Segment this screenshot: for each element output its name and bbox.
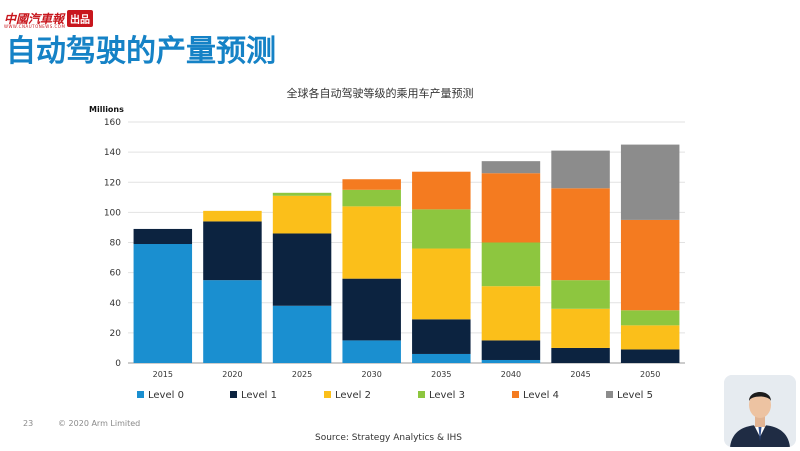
x-tick-label: 2025	[292, 370, 312, 379]
brand-logo: 中國汽車報 出品	[4, 7, 110, 29]
legend: Level 0 Level 1 Level 2 Level 3 Level 4 Level…	[137, 390, 653, 401]
legend-label: Level 0	[148, 390, 184, 401]
bar-segment	[203, 280, 262, 363]
bar-segment	[342, 189, 401, 207]
bar-segment	[481, 242, 541, 287]
bar-segment	[342, 340, 401, 363]
bar-segment	[551, 188, 610, 281]
bar-segment	[620, 144, 680, 220]
bar-segment	[551, 347, 610, 363]
legend-swatch	[230, 391, 237, 398]
bars	[133, 144, 680, 363]
y-axis-ticks: 0 20 40 60 80 100 120 140 160	[104, 118, 121, 369]
copyright: © 2020 Arm Limited	[58, 419, 141, 428]
bar-segment	[272, 233, 332, 306]
legend-swatch	[606, 391, 613, 398]
bar-segment	[342, 206, 401, 279]
x-tick-label: 2020	[222, 370, 242, 379]
legend-label: Level 2	[335, 390, 371, 401]
bar-segment	[551, 280, 610, 309]
slide-title: 自动驾驶的产量预测	[6, 34, 276, 69]
bar-segment	[481, 286, 541, 341]
y-tick-label: 100	[104, 208, 121, 218]
logo-text: 中國汽車報	[4, 11, 65, 26]
bar-segment	[412, 319, 471, 354]
legend-label: Level 3	[429, 390, 465, 401]
bar-segment	[551, 308, 610, 348]
y-tick-label: 20	[110, 329, 122, 339]
bar-segment	[551, 150, 610, 189]
bar-segment	[133, 228, 193, 245]
x-tick-label: 2045	[570, 370, 590, 379]
bar-segment	[481, 161, 541, 174]
bar-segment	[620, 325, 680, 350]
source-note: Source: Strategy Analytics & IHS	[315, 433, 462, 443]
legend-label: Level 4	[523, 390, 559, 401]
bar-segment	[620, 219, 680, 311]
logo-subtext: WWW.CNAUTONEWS.COM	[4, 24, 66, 29]
bar-segment	[412, 171, 471, 210]
chart-title: 全球各自动驾驶等级的乘用车产量预测	[287, 86, 474, 100]
y-tick-label: 160	[104, 118, 121, 128]
bar-segment	[342, 278, 401, 341]
bar-segment	[272, 195, 332, 234]
page-number: 23	[23, 419, 34, 428]
bar-segment	[481, 173, 541, 243]
presenter-avatar	[724, 375, 796, 447]
bar-segment	[133, 244, 193, 363]
y-tick-label: 0	[115, 359, 121, 369]
x-tick-label: 2040	[501, 370, 521, 379]
x-tick-label: 2050	[640, 370, 660, 379]
legend-swatch	[324, 391, 331, 398]
bar-segment	[272, 305, 332, 363]
bar-segment	[620, 349, 680, 363]
bar-segment	[203, 221, 262, 281]
y-tick-label: 40	[110, 299, 122, 309]
bar-segment	[412, 248, 471, 320]
bar-segment	[481, 340, 541, 360]
legend-swatch	[512, 391, 519, 398]
bar-segment	[272, 192, 332, 196]
bar-segment	[412, 209, 471, 249]
x-tick-label: 2030	[362, 370, 382, 379]
legend-swatch	[137, 391, 144, 398]
bar-segment	[342, 179, 401, 190]
x-tick-label: 2015	[153, 370, 173, 379]
y-axis-label: Millions	[89, 105, 124, 114]
y-tick-label: 120	[104, 178, 121, 188]
bar-segment	[203, 210, 262, 222]
bar-segment	[620, 310, 680, 326]
person-icon	[724, 375, 796, 447]
x-axis-ticks: 2015 2020 2025 2030 2035 2040 2045 2050	[153, 370, 661, 379]
logo-badge: 出品	[67, 9, 94, 27]
bar-segment	[412, 353, 471, 363]
x-tick-label: 2035	[431, 370, 451, 379]
y-tick-label: 60	[110, 269, 122, 279]
legend-label: Level 5	[617, 390, 653, 401]
y-tick-label: 140	[104, 148, 121, 158]
bar-segment	[481, 359, 541, 363]
y-tick-label: 80	[110, 239, 122, 249]
legend-label: Level 1	[241, 390, 277, 401]
legend-swatch	[418, 391, 425, 398]
